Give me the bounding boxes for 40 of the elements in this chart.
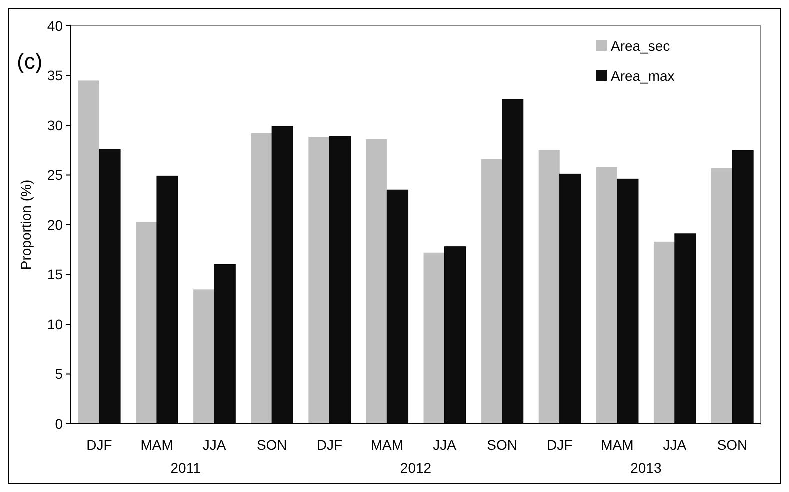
x-tick-label: MAM xyxy=(370,437,404,453)
y-axis-title: Proportion (%) xyxy=(18,180,34,270)
x-tick-label: JJA xyxy=(663,437,688,453)
bar xyxy=(538,150,560,424)
text: 2013 xyxy=(630,460,662,476)
legend-label: Area_sec xyxy=(611,38,670,54)
bar xyxy=(424,252,445,424)
bar xyxy=(251,133,272,424)
y-tick-label: 40 xyxy=(47,18,64,34)
y-tick-label: 15 xyxy=(47,266,64,283)
x-tick-label: DJF xyxy=(547,437,573,453)
y-tick-label: 10 xyxy=(47,316,64,332)
bar xyxy=(712,168,733,424)
bar xyxy=(366,139,388,424)
x-tick-label: MAM xyxy=(601,437,634,453)
x-tick-label: JJA xyxy=(202,437,227,453)
x-tick-label: SON xyxy=(717,437,748,453)
bar xyxy=(78,80,100,424)
y-tick-label: 35 xyxy=(47,68,64,84)
text: (c) xyxy=(17,49,43,74)
x-tick-label: DJF xyxy=(316,437,343,453)
y-tick-label: 30 xyxy=(47,117,64,134)
x-tick-label: MAM xyxy=(140,437,174,453)
x-tick-label: JJA xyxy=(433,437,458,453)
y-tick-label: 0 xyxy=(55,416,64,432)
x-tick-label: DJF xyxy=(86,437,112,453)
bar xyxy=(136,222,158,424)
bar xyxy=(654,242,675,424)
x-tick-label: SON xyxy=(256,437,288,453)
y-tick-label: 25 xyxy=(47,167,64,184)
bar xyxy=(481,159,502,424)
text: 2011 xyxy=(170,460,202,476)
text: 2012 xyxy=(400,460,432,476)
bar xyxy=(308,137,330,424)
legend-label: Area_max xyxy=(611,68,675,84)
bar xyxy=(194,290,215,424)
x-tick-label: SON xyxy=(487,437,518,453)
bar xyxy=(596,167,618,424)
y-tick-label: 20 xyxy=(47,216,64,233)
y-tick-label: 5 xyxy=(55,366,64,382)
